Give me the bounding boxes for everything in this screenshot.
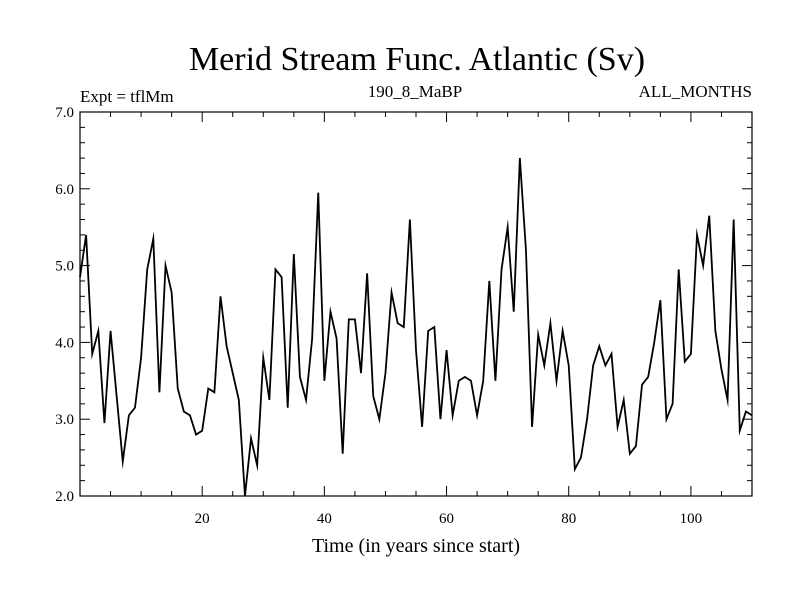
x-tick-label: 20 xyxy=(195,511,210,527)
series-layer xyxy=(79,158,753,497)
series-line-stream_function xyxy=(79,158,753,497)
y-tick-label: 5.0 xyxy=(55,259,74,275)
period-label: 190_8_MaBP xyxy=(368,82,462,101)
y-tick-label: 2.0 xyxy=(55,489,74,505)
x-axis-label: Time (in years since start) xyxy=(312,535,520,557)
axes: 2.0 3.0 4.0 5.0 6.0 7.0 20 40 60 80 100 xyxy=(55,105,752,527)
y-tick-label: 6.0 xyxy=(55,182,74,198)
experiment-label: Expt = tflMm xyxy=(80,87,174,106)
x-tick-label: 40 xyxy=(317,511,332,527)
x-tick-label: 80 xyxy=(561,511,576,527)
x-tick-label: 100 xyxy=(680,511,703,527)
chart-title: Merid Stream Func. Atlantic (Sv) xyxy=(189,41,645,78)
y-tick-label: 3.0 xyxy=(55,412,74,428)
plot-frame xyxy=(79,111,753,497)
y-tick-label: 7.0 xyxy=(55,105,74,121)
y-tick-label: 4.0 xyxy=(55,335,74,351)
x-tick-label: 60 xyxy=(439,511,454,527)
months-label: ALL_MONTHS xyxy=(639,82,752,101)
